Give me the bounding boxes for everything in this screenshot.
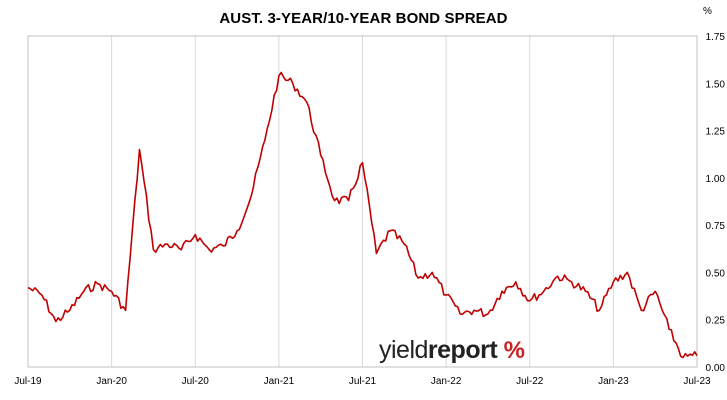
yieldreport-logo: yieldreport %	[379, 335, 525, 366]
y-tick-label: 1.75	[706, 32, 726, 43]
x-axis-labels: Jul-19 Jan-20 Jul-20 Jan-21 Jul-21 Jan-22 Jul-…	[14, 376, 711, 387]
x-tick-label: Jul-19	[14, 376, 42, 387]
x-tick-label: Jan-21	[264, 376, 295, 387]
y-tick-label: 1.00	[706, 174, 726, 185]
x-tick-label: Jan-22	[431, 376, 462, 387]
y-tick-label: 0.25	[706, 316, 726, 327]
y-tick-label: 1.50	[706, 79, 726, 90]
chart-title: AUST. 3-YEAR/10-YEAR BOND SPREAD	[219, 10, 508, 27]
x-tick-label: Jul-20	[182, 376, 210, 387]
x-tick-label: Jan-23	[598, 376, 629, 387]
y-axis-labels: 0.00 0.25 0.50 0.75 1.00 1.25 1.50 1.75	[706, 32, 726, 374]
x-tick-label: Jul-22	[516, 376, 544, 387]
x-tick-label: Jul-23	[683, 376, 711, 387]
logo-text-yield: yield	[379, 336, 428, 364]
x-tick-label: Jan-20	[96, 376, 127, 387]
gridlines	[27, 36, 698, 367]
plot-frame	[27, 35, 698, 368]
series-line	[27, 71, 698, 359]
y-tick-label: 0.75	[706, 221, 726, 232]
y-tick-label: 0.50	[706, 268, 726, 279]
percent-logo-icon: %	[503, 337, 525, 364]
x-tick-label: Jul-21	[349, 376, 377, 387]
y-axis-unit-label: %	[703, 6, 712, 17]
logo-text-report: report	[427, 336, 498, 364]
y-tick-label: 0.00	[706, 363, 726, 374]
y-tick-label: 1.25	[706, 127, 726, 138]
